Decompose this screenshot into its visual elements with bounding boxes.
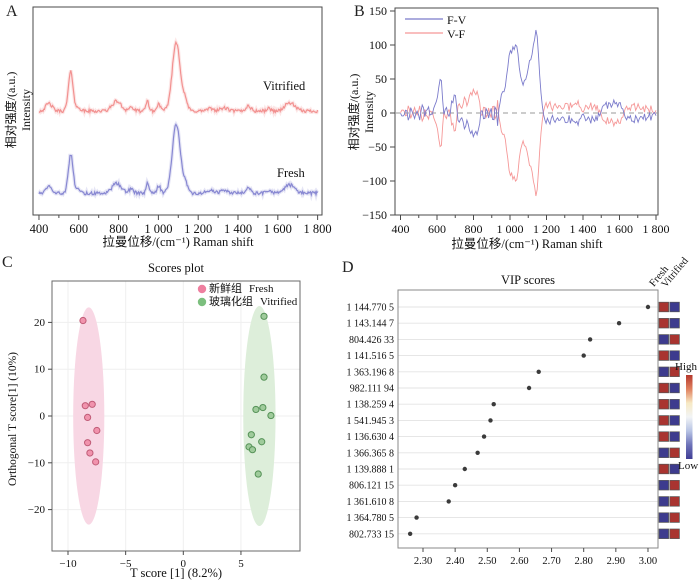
svg-text:−20: −20	[28, 504, 46, 516]
svg-text:0: 0	[381, 106, 387, 120]
svg-text:1 200: 1 200	[533, 222, 560, 236]
panel-a-letter: A	[6, 3, 18, 20]
annotation-fresh: Fresh	[277, 166, 305, 180]
svg-text:2.30: 2.30	[414, 556, 432, 567]
legend-row-vitrified: 玻璃化组 Vitrified	[209, 296, 297, 308]
svg-text:−150: −150	[362, 208, 387, 222]
panel-a-plot: 400 600 800 1 000 1 200 1 400 1 600 1 800	[30, 6, 332, 236]
svg-text:3.00: 3.00	[639, 556, 657, 567]
svg-text:2.60: 2.60	[510, 556, 528, 567]
panel-c-title: Scores plot	[148, 261, 204, 275]
svg-text:100: 100	[369, 38, 387, 52]
svg-text:600: 600	[428, 222, 446, 236]
svg-text:982.111 94: 982.111 94	[350, 384, 394, 395]
colorbar-high-label: High	[675, 361, 697, 373]
legend-label-v-f: V-F	[447, 27, 466, 41]
svg-text:5: 5	[238, 558, 244, 570]
svg-text:1 361.610 8: 1 361.610 8	[347, 497, 395, 508]
svg-text:2.40: 2.40	[446, 556, 464, 567]
svg-text:1 600: 1 600	[264, 222, 292, 236]
svg-text:600: 600	[69, 222, 88, 236]
legend-fresh-cn: 新鲜组	[209, 283, 242, 295]
panel-d-plot: 1 144.770 5 1 143.144 7 804.426 33 1 141.51…	[347, 289, 693, 567]
svg-text:1 800: 1 800	[304, 222, 332, 236]
legend-fresh-en: Fresh	[249, 283, 274, 295]
panel-c-xlabel: T score [1] (8.2%)	[129, 566, 223, 580]
svg-text:804.426 33: 804.426 33	[349, 335, 394, 346]
svg-text:2.80: 2.80	[575, 556, 593, 567]
svg-text:2.70: 2.70	[542, 556, 560, 567]
legend-label-f-v: F-V	[447, 13, 467, 27]
svg-text:1 363.196 8: 1 363.196 8	[347, 367, 395, 378]
svg-text:1 000: 1 000	[497, 222, 524, 236]
svg-text:50: 50	[375, 72, 387, 86]
svg-text:400: 400	[30, 222, 49, 236]
svg-text:1 200: 1 200	[184, 222, 212, 236]
svg-text:1 364.780 5: 1 364.780 5	[347, 513, 395, 524]
svg-text:2.50: 2.50	[478, 556, 496, 567]
panel-c-letter: C	[2, 254, 13, 271]
svg-text:1 143.144 7: 1 143.144 7	[347, 319, 395, 330]
panel-c-plot: −10 −5 0 5 −20 −10 0 10 20	[28, 280, 301, 570]
svg-text:150: 150	[369, 4, 387, 18]
svg-text:−10: −10	[28, 457, 46, 469]
svg-text:1 000: 1 000	[144, 222, 172, 236]
svg-text:802.733 15: 802.733 15	[349, 529, 394, 540]
legend-row-fresh: 新鲜组 Fresh	[209, 283, 273, 295]
panel-b-plot: 150 100 50 0 −50 −100 −150 400 600 800 1 000 1 200 1…	[362, 4, 670, 236]
svg-text:400: 400	[392, 222, 410, 236]
legend-vitrified-en: Vitrified	[260, 296, 298, 308]
panel-b-letter: B	[354, 3, 365, 20]
svg-text:806.121 15: 806.121 15	[349, 481, 394, 492]
svg-text:20: 20	[34, 317, 46, 329]
svg-text:2.90: 2.90	[607, 556, 625, 567]
colorbar-low-label: Low	[678, 460, 699, 472]
svg-text:1 141.516 5: 1 141.516 5	[347, 351, 395, 362]
svg-text:−10: −10	[59, 558, 77, 570]
panel-a-xlabel: 拉曼位移/(cm⁻¹) Raman shift	[102, 235, 254, 249]
svg-text:−5: −5	[120, 558, 132, 570]
svg-text:1 400: 1 400	[570, 222, 597, 236]
legend-vitrified-cn: 玻璃化组	[209, 296, 253, 308]
svg-text:1 144.770 5: 1 144.770 5	[347, 303, 395, 314]
svg-text:1 600: 1 600	[606, 222, 633, 236]
svg-text:1 541.945 3: 1 541.945 3	[347, 416, 395, 427]
panel-d-title: VIP scores	[500, 273, 556, 287]
svg-text:1 800: 1 800	[643, 222, 670, 236]
panel-b-xlabel: 拉曼位移/(cm⁻¹) Raman shift	[451, 237, 603, 251]
svg-text:0: 0	[181, 558, 187, 570]
svg-text:10: 10	[34, 364, 46, 376]
svg-text:1 400: 1 400	[224, 222, 252, 236]
svg-text:1 139.888 1: 1 139.888 1	[347, 465, 395, 476]
svg-text:1 366.365 8: 1 366.365 8	[347, 448, 395, 459]
annotation-vitrified: Vitrified	[263, 79, 306, 93]
svg-text:−50: −50	[368, 140, 387, 154]
panel-d-letter: D	[342, 259, 354, 276]
svg-text:−100: −100	[362, 174, 387, 188]
svg-text:800: 800	[109, 222, 128, 236]
svg-text:0: 0	[40, 411, 46, 423]
svg-text:1 138.259 4: 1 138.259 4	[347, 400, 395, 411]
svg-text:1 136.630 4: 1 136.630 4	[347, 432, 395, 443]
svg-text:800: 800	[465, 222, 483, 236]
